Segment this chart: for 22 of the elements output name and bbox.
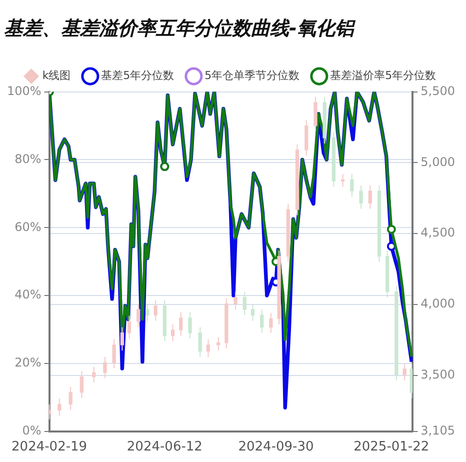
y2-tick-label: 3,500 bbox=[420, 368, 456, 382]
y2-tick-label: 5,500 bbox=[420, 84, 456, 98]
point bbox=[386, 224, 396, 234]
x-tick-label: 2024-06-12 bbox=[126, 440, 202, 455]
y-tick-label: 60% bbox=[14, 220, 42, 234]
y-tick-label: 0% bbox=[22, 424, 42, 438]
chart-title: 基差、基差溢价率五年分位数曲线-氧化铝 bbox=[4, 17, 356, 40]
y2-tick-label: 3,105 bbox=[420, 424, 456, 438]
y2-tick-label: 4,000 bbox=[420, 296, 456, 311]
legend-label: 基差5年分位数 bbox=[101, 69, 174, 82]
x-tick-label: 2024-02-19 bbox=[12, 440, 88, 455]
legend-label: 5年仓单季节分位数 bbox=[204, 69, 300, 82]
legend-label: k线图 bbox=[42, 69, 71, 82]
y-tick-label: 40% bbox=[14, 288, 42, 302]
y-tick-label: 80% bbox=[14, 152, 42, 166]
y2-tick-label: 5,000 bbox=[420, 154, 456, 169]
y-tick-label: 100% bbox=[6, 84, 42, 98]
y-tick-label: 20% bbox=[14, 356, 42, 370]
legend-label: 基差溢价率5年分位数 bbox=[330, 69, 436, 82]
x-tick-label: 2025-01-22 bbox=[354, 440, 430, 455]
y2-tick-label: 4,500 bbox=[420, 226, 456, 240]
x-tick-label: 2024-09-30 bbox=[238, 440, 314, 455]
